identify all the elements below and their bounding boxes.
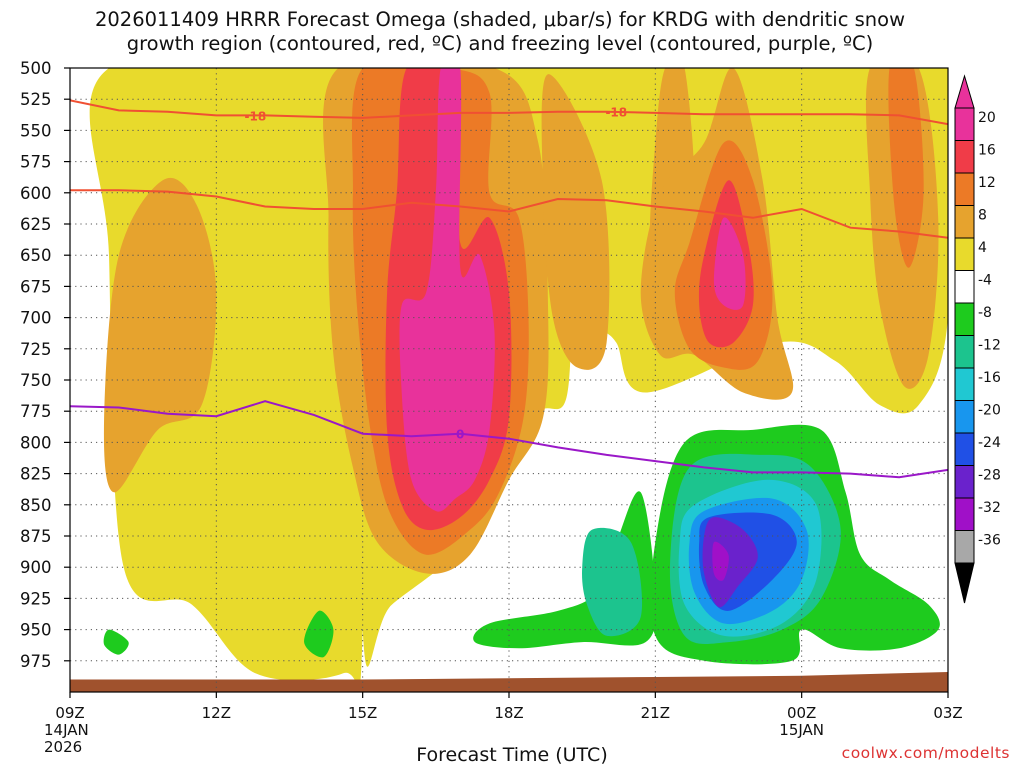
omega-region-15 xyxy=(713,217,746,310)
dgz-top-contour-label: -18 xyxy=(245,109,267,123)
y-tick-label: 875 xyxy=(20,527,52,546)
omega-colorbar: 20 16 12 8 4 -4 -8 -12 -16 -20 -24 -28 -32 -36 xyxy=(954,74,1001,604)
x-tick-label: 21Z xyxy=(641,704,670,722)
x-year-label: 2026 xyxy=(44,738,82,756)
contour-labels: -18 -18 0 xyxy=(245,106,628,442)
colorbar-bin xyxy=(954,205,975,239)
colorbar-bin xyxy=(954,432,975,466)
colorbar-label: -20 xyxy=(978,403,1001,419)
y-tick-label: 600 xyxy=(20,184,52,203)
colorbar-bin xyxy=(954,270,975,304)
chart-title-line-2: growth region (contoured, red, ºC) and f… xyxy=(126,32,874,55)
x-tick-label: 00Z xyxy=(787,704,816,722)
x-tick-label: 03Z xyxy=(933,704,962,722)
y-tick-label: 850 xyxy=(20,496,52,515)
colorbar-bin xyxy=(954,400,975,434)
colorbar-label: -16 xyxy=(978,370,1001,386)
colorbar-bin xyxy=(954,302,975,336)
colorbar-label: -4 xyxy=(978,273,992,289)
colorbar-label: 20 xyxy=(978,110,996,126)
colorbar-label: 8 xyxy=(978,208,987,224)
y-tick-label: 675 xyxy=(20,277,52,296)
colorbar-bin xyxy=(954,497,975,531)
omega-region-20 xyxy=(582,527,643,637)
colorbar-bin xyxy=(954,237,975,271)
y-tick-label: 800 xyxy=(20,433,52,452)
colorbar-bin xyxy=(954,530,975,564)
omega-region-3 xyxy=(103,177,217,493)
x-date-label: 15JAN xyxy=(779,721,824,739)
colorbar-label: 4 xyxy=(978,240,987,256)
x-axis-title: Forecast Time (UTC) xyxy=(416,744,608,766)
y-tick-label: 825 xyxy=(20,465,52,484)
dgz-bottom-contour xyxy=(70,189,948,239)
colorbar-label: -36 xyxy=(978,533,1001,549)
x-tick-label: 12Z xyxy=(202,704,231,722)
omega-region-14 xyxy=(399,68,495,512)
omega-region-26 xyxy=(712,541,729,581)
omega-region-25 xyxy=(702,517,758,608)
omega-shading xyxy=(89,68,948,687)
omega-region-19 xyxy=(304,610,334,658)
y-tick-label: 525 xyxy=(20,90,52,109)
y-tick-label: 550 xyxy=(20,121,52,140)
colorbar-bin xyxy=(954,107,975,141)
freezing-level-contour xyxy=(70,400,948,479)
colorbar-label: 12 xyxy=(978,175,996,191)
colorbar-bin xyxy=(954,172,975,206)
y-tick-label: 925 xyxy=(20,589,52,608)
dgz-top-contour xyxy=(70,99,948,126)
dgz-top-contour-label: -18 xyxy=(605,106,627,120)
y-tick-label: 950 xyxy=(20,621,52,640)
omega-region-18 xyxy=(103,629,129,655)
colorbar-label: -8 xyxy=(978,305,992,321)
colorbar-bin xyxy=(954,140,975,174)
omega-region-5 xyxy=(541,74,610,370)
y-tick-label: 775 xyxy=(20,402,52,421)
chart-title: 2026011409 HRRR Forecast Omega (shaded, … xyxy=(0,8,1000,56)
colorbar-bin xyxy=(954,367,975,401)
temperature-contours xyxy=(70,99,948,479)
y-tick-label: 575 xyxy=(20,153,52,172)
gridlines xyxy=(70,68,948,692)
colorbar-label: -24 xyxy=(978,435,1001,451)
freezing-level-contour-label: 0 xyxy=(456,428,464,442)
y-tick-label: 500 xyxy=(20,59,52,78)
colorbar-label: 16 xyxy=(978,143,996,159)
colorbar-label: -28 xyxy=(978,468,1001,484)
colorbar-label: -12 xyxy=(978,338,1001,354)
y-tick-label: 625 xyxy=(20,215,52,234)
y-tick-label: 725 xyxy=(20,340,52,359)
colorbar-bin xyxy=(954,465,975,499)
x-date-label: 14JAN xyxy=(44,721,89,739)
chart-title-line-1: 2026011409 HRRR Forecast Omega (shaded, … xyxy=(94,8,906,31)
x-tick-label: 09Z xyxy=(55,704,84,722)
colorbar-label: -32 xyxy=(978,500,1001,516)
y-tick-label: 650 xyxy=(20,246,52,265)
y-tick-label: 700 xyxy=(20,309,52,328)
colorbar-bin xyxy=(954,335,975,369)
colorbar-bottom-arrow xyxy=(954,562,975,604)
source-credit: coolwx.com/modelts xyxy=(841,744,1010,762)
x-tick-label: 18Z xyxy=(494,704,523,722)
x-tick-label: 15Z xyxy=(348,704,377,722)
y-tick-label: 750 xyxy=(20,371,52,390)
colorbar-top-arrow xyxy=(954,74,975,109)
y-tick-label: 900 xyxy=(20,558,52,577)
pressure-axis: 500 525 550 575 600 625 650 675 700 725 750 775 800 8… xyxy=(20,59,70,671)
y-tick-label: 975 xyxy=(20,652,52,671)
